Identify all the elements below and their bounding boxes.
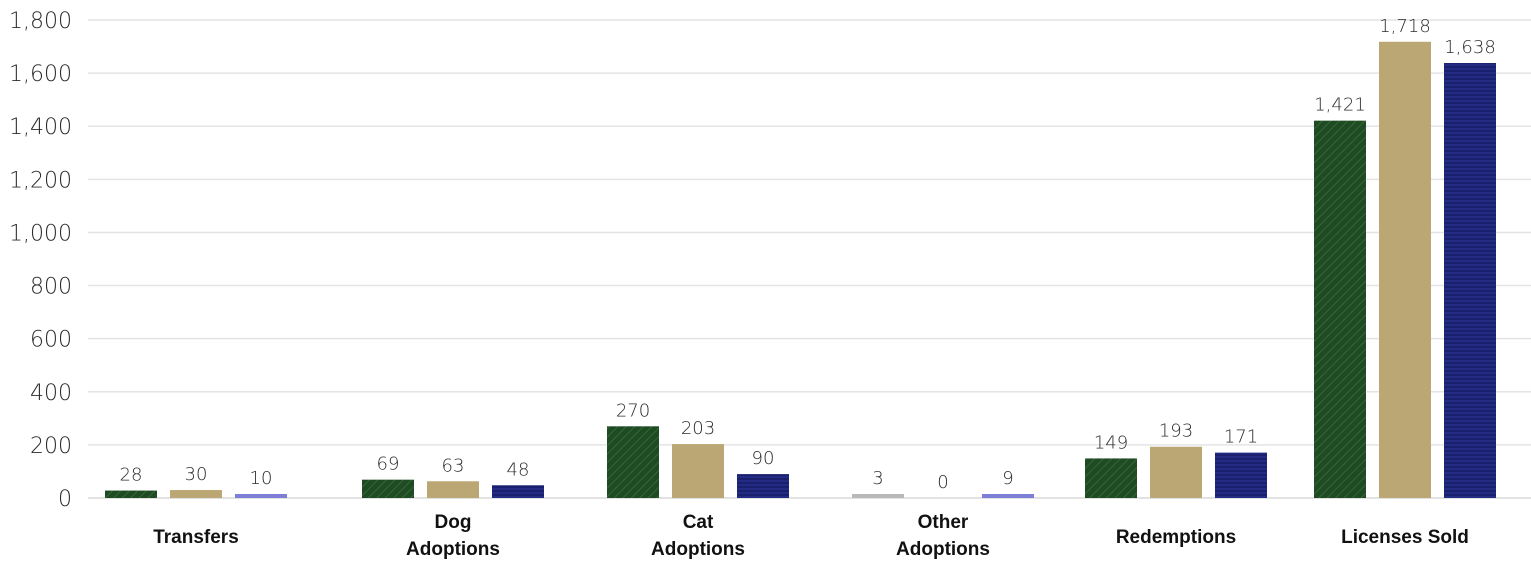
- y-tick-label: 1,800: [9, 9, 72, 34]
- bar: [607, 426, 659, 498]
- bar: [1085, 458, 1137, 498]
- data-label: 30: [185, 464, 208, 485]
- bar: [672, 444, 724, 498]
- y-tick-label: 1,400: [9, 115, 72, 140]
- category-label: Transfers: [153, 527, 239, 548]
- data-label: 63: [442, 455, 465, 476]
- y-tick-label: 800: [30, 275, 72, 300]
- data-label: 0: [937, 472, 948, 493]
- bar: [362, 479, 414, 498]
- data-label: 1,421: [1314, 95, 1366, 116]
- bar: [1150, 446, 1202, 498]
- category-label: Licenses Sold: [1341, 527, 1469, 548]
- bar: [852, 494, 904, 498]
- bar: [1379, 41, 1431, 499]
- bar: [235, 494, 287, 498]
- category-label: Other: [918, 512, 969, 533]
- y-tick-label: 1,600: [9, 62, 72, 87]
- bar: [170, 490, 222, 498]
- data-label: 10: [250, 468, 273, 489]
- bar: [427, 481, 479, 498]
- data-label: 149: [1094, 432, 1128, 453]
- y-tick-label: 400: [30, 381, 72, 406]
- bar: [737, 474, 789, 498]
- y-tick-label: 200: [30, 434, 72, 459]
- data-label: 9: [1002, 468, 1013, 489]
- data-label: 270: [616, 400, 650, 421]
- category-label: Redemptions: [1116, 527, 1236, 548]
- category-label: Adoptions: [896, 539, 990, 560]
- category-label: Cat: [683, 512, 714, 533]
- y-tick-label: 600: [30, 328, 72, 353]
- bar: [1444, 63, 1496, 499]
- data-label: 90: [752, 448, 775, 469]
- data-label: 193: [1159, 421, 1193, 442]
- y-tick-label: 1,000: [9, 221, 72, 246]
- category-label: Adoptions: [651, 539, 745, 560]
- y-tick-label: 0: [58, 487, 72, 512]
- category-label: Adoptions: [406, 539, 500, 560]
- y-tick-label: 1,200: [9, 168, 72, 193]
- data-label: 171: [1224, 427, 1258, 448]
- bar: [1215, 452, 1267, 498]
- bar: [105, 490, 157, 498]
- data-label: 203: [681, 418, 715, 439]
- data-label: 28: [120, 465, 143, 486]
- bar: [1314, 120, 1366, 498]
- bar: [982, 494, 1034, 498]
- data-label: 1,718: [1379, 16, 1431, 37]
- category-label: Dog: [435, 512, 472, 533]
- bar: [492, 485, 544, 498]
- data-label: 3: [872, 468, 883, 489]
- data-label: 48: [507, 459, 530, 480]
- data-label: 69: [377, 454, 400, 475]
- data-label: 1,638: [1444, 37, 1496, 58]
